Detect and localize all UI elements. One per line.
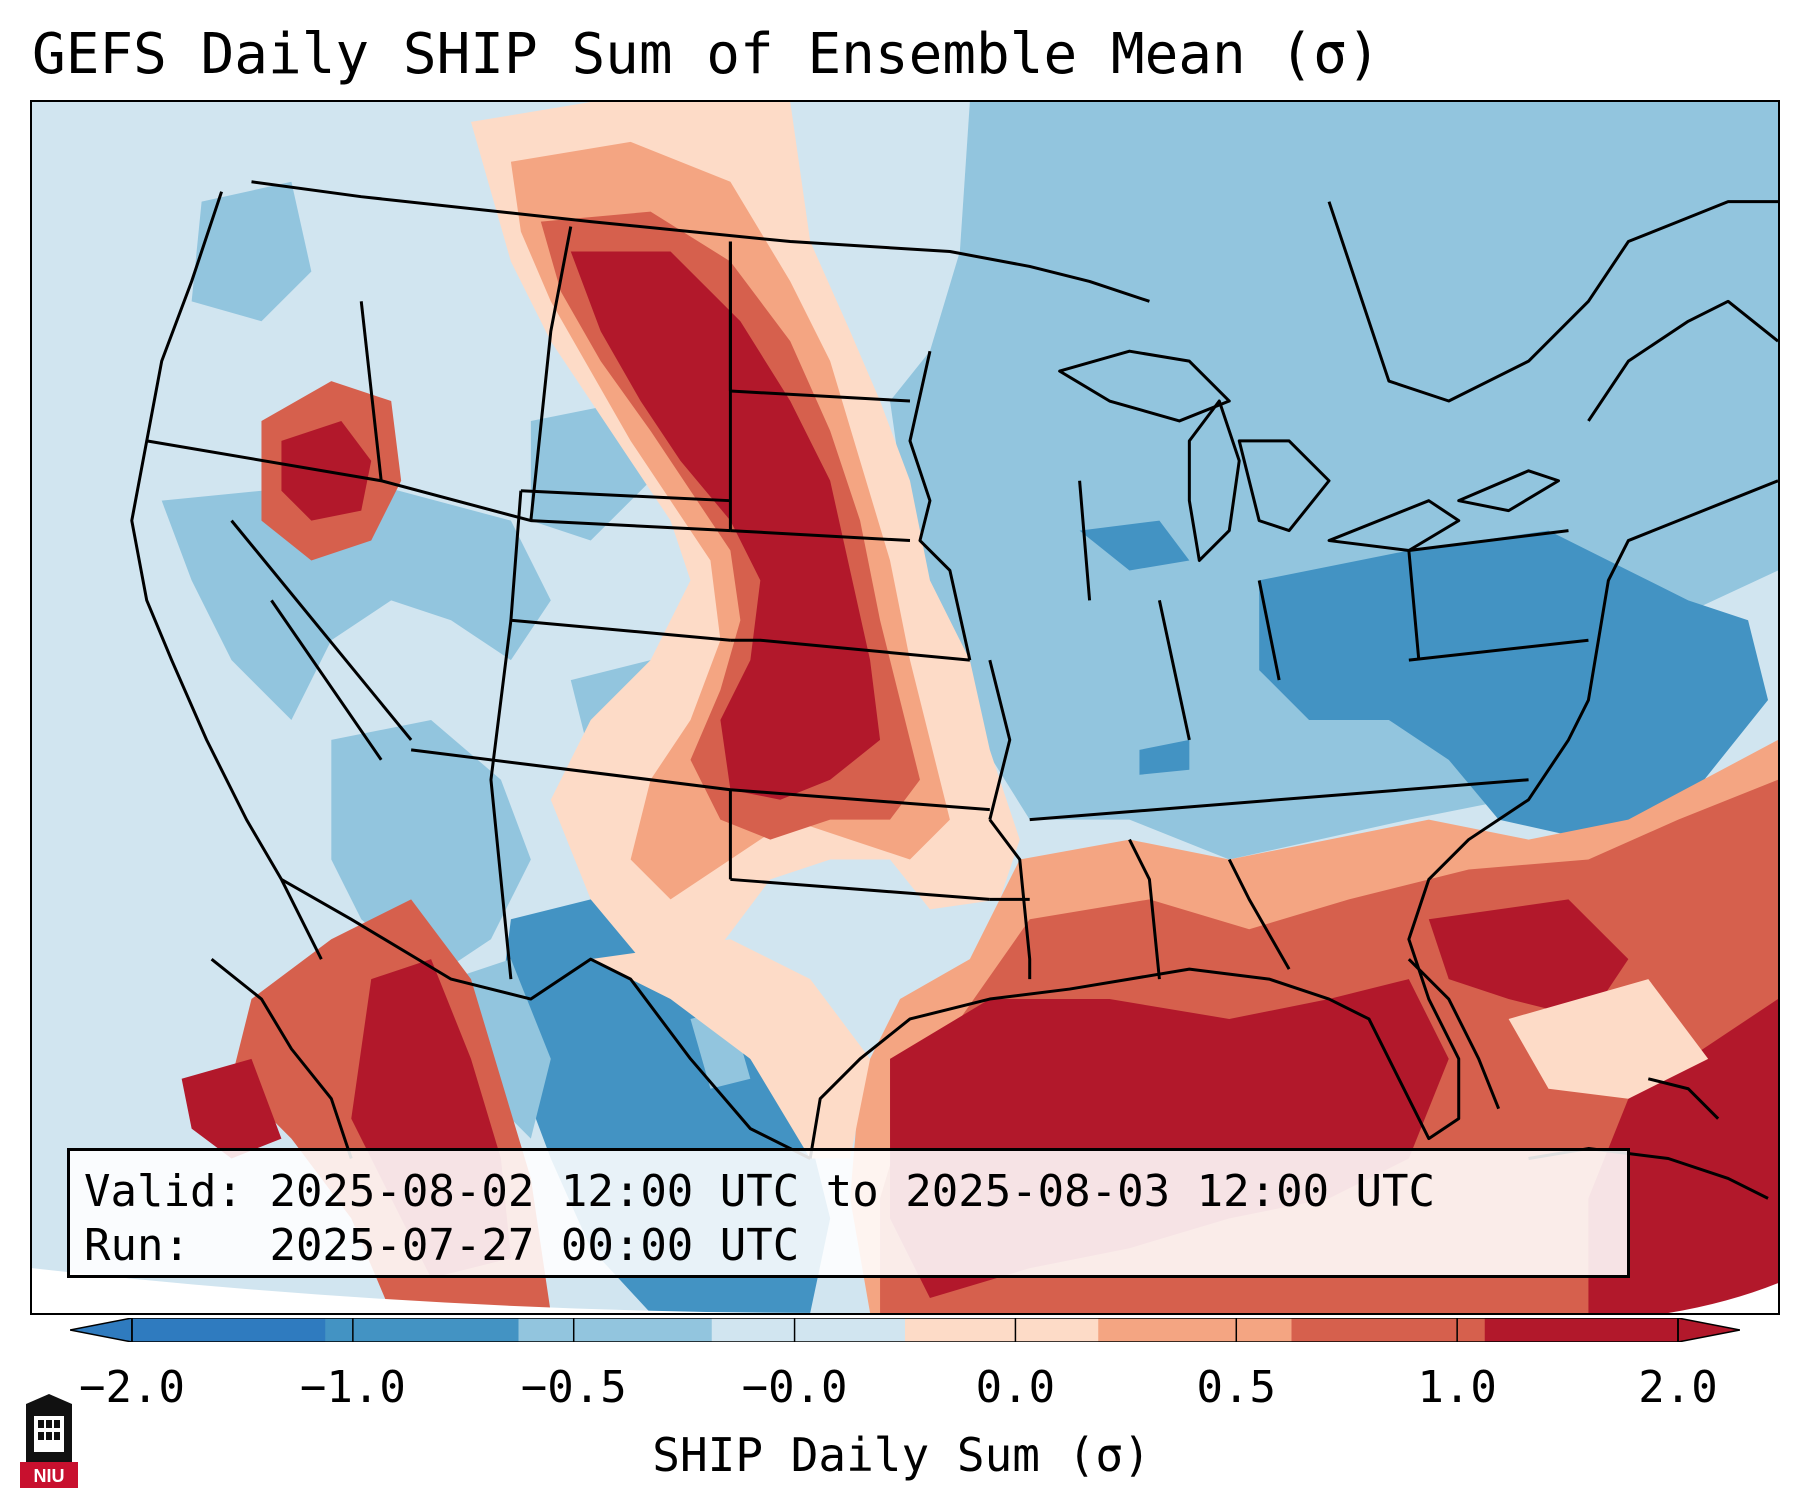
colorbar-tick-label: −2.0: [79, 1362, 185, 1413]
colorbar-extend-min: [70, 1318, 133, 1342]
logo-text: NIU: [34, 1466, 65, 1486]
colorbar-bin: [518, 1318, 713, 1342]
colorbar-tick-label: 2.0: [1638, 1362, 1718, 1413]
colorbar-tick-label: 0.0: [975, 1362, 1056, 1413]
valid-time-value: 2025-08-02 12:00 UTC to 2025-08-03 12:00…: [269, 1166, 1436, 1217]
colorbar-bin: [132, 1318, 326, 1342]
projection-edge-right: [1668, 1283, 1778, 1313]
colorbar-tick-label: 0.5: [1196, 1362, 1277, 1413]
colorbar-tick-label: −0.5: [520, 1362, 627, 1413]
colorbar-extend-max: [1677, 1318, 1740, 1342]
colorbar-label: SHIP Daily Sum (σ): [652, 1428, 1151, 1482]
valid-run-info-box: Valid: 2025-08-02 12:00 UTC to 2025-08-0…: [67, 1148, 1630, 1278]
run-time-value: 2025-07-27 00:00 UTC: [269, 1220, 800, 1271]
colorbar: [70, 1318, 1740, 1342]
colorbar-bin: [711, 1318, 906, 1342]
colorbar-bin: [325, 1318, 519, 1342]
colorbar-tick-label: −1.0: [299, 1362, 406, 1413]
niu-logo: NIU: [20, 1394, 78, 1488]
map-panel: [30, 100, 1780, 1315]
ship-anomaly-map: [32, 102, 1778, 1313]
colorbar-tick-label: 1.0: [1417, 1362, 1497, 1413]
chart-title: GEFS Daily SHIP Sum of Ensemble Mean (σ): [32, 22, 1381, 87]
colorbar-bin: [1484, 1318, 1679, 1342]
colorbar-bin: [1291, 1318, 1486, 1342]
colorbar-bin: [1098, 1318, 1292, 1342]
colorbar-tick-label: −0.0: [741, 1362, 848, 1413]
negative-anomaly-regions: [161, 102, 1778, 1313]
run-label: Run:: [84, 1220, 190, 1271]
coastlines-and-borders: [130, 180, 1778, 1200]
projection-edge: [32, 1268, 831, 1313]
valid-label: Valid:: [84, 1166, 243, 1217]
colorbar-bin: [905, 1318, 1099, 1342]
